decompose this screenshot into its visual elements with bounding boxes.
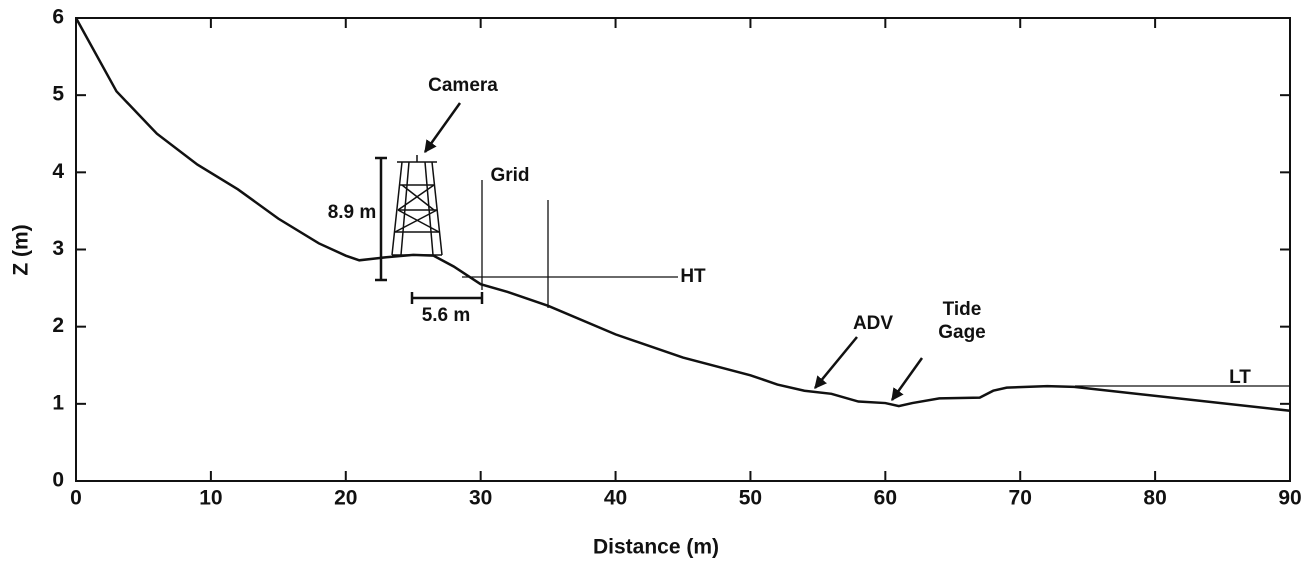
x-tick-label: 80 [1143,487,1166,510]
x-axis-title: Distance (m) [593,536,719,559]
arrows [423,102,924,402]
y-tick-label: 5 [52,83,64,106]
y-tick-label: 3 [52,237,64,260]
annotation: 5.6 m [422,305,471,326]
annotation: LT [1229,367,1251,388]
x-tick-label: 20 [334,487,357,510]
annotation: Camera [428,75,498,96]
annotation: HT [680,266,706,287]
x-tick-label: 90 [1278,487,1301,510]
annotation: Grid [490,165,529,186]
annotation: Tide [943,299,982,320]
x-tick-label: 70 [1009,487,1032,510]
y-tick-label: 6 [52,6,64,29]
annotation: ADV [853,313,893,334]
profile-line [74,17,1291,413]
annotation: 8.9 m [328,202,377,223]
camera-tower [391,155,443,256]
y-tick-label: 2 [52,314,64,337]
y-tick-label: 1 [52,391,64,414]
x-tick-label: 40 [604,487,627,510]
dimension-bars [375,156,484,304]
annotation-lines [462,180,1290,387]
x-tick-label: 0 [70,487,82,510]
x-tick-label: 10 [199,487,222,510]
x-tick-label: 30 [469,487,492,510]
y-tick-label: 4 [52,160,64,183]
x-tick-label: 60 [874,487,897,510]
plot-frame [75,17,1291,482]
annotation: Gage [938,322,986,343]
y-axis-title: Z (m) [10,224,33,275]
y-tick-label: 0 [52,469,64,492]
x-tick-label: 50 [739,487,762,510]
